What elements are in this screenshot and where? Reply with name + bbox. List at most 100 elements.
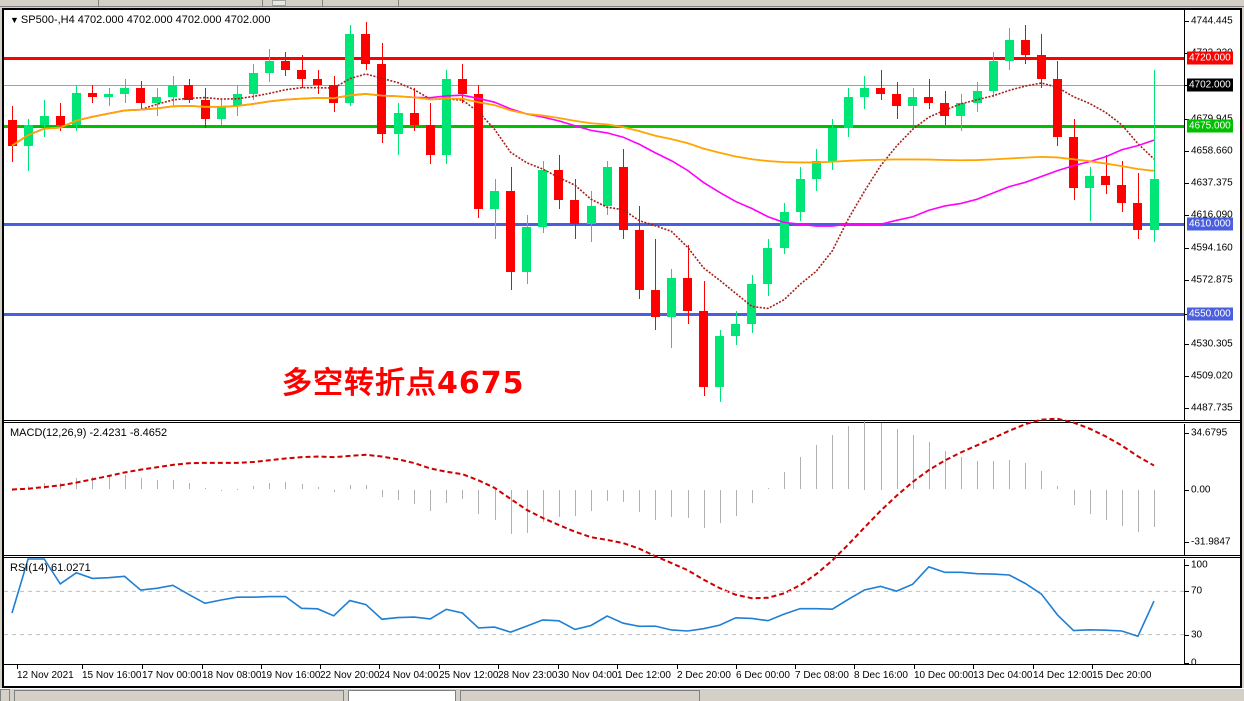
price-axis[interactable]: 4744.4454723.2304702.0004679.9454658.660… xyxy=(1184,10,1240,420)
candle-bullish[interactable] xyxy=(908,97,917,107)
collapse-arrow-icon[interactable]: ▼ xyxy=(10,15,19,25)
candle-bullish[interactable] xyxy=(490,190,499,209)
candle-bearish[interactable] xyxy=(8,120,17,146)
rsi-axis[interactable]: 100 70 30 0 xyxy=(1184,559,1240,669)
rsi-panel[interactable]: RSI(14) 61.0271 100 70 30 0 xyxy=(4,558,1240,669)
rsi-axis-tick xyxy=(1185,663,1189,664)
hline-4550[interactable] xyxy=(4,313,1184,317)
candle-bearish[interactable] xyxy=(554,169,563,200)
candle-bullish[interactable] xyxy=(104,94,113,98)
candle-bearish[interactable] xyxy=(184,85,193,101)
candle-bearish[interactable] xyxy=(1037,55,1046,80)
candle-bullish[interactable] xyxy=(120,88,129,95)
candle-bullish[interactable] xyxy=(249,73,258,95)
candle-bearish[interactable] xyxy=(458,79,467,95)
candle-bullish[interactable] xyxy=(860,88,869,98)
candle-bearish[interactable] xyxy=(329,85,338,104)
macd-histogram-bar xyxy=(1041,471,1042,490)
candle-bullish[interactable] xyxy=(442,79,451,155)
candle-bearish[interactable] xyxy=(924,97,933,104)
tabbar-scroll-left-button[interactable] xyxy=(0,689,10,701)
level-badge-4550[interactable]: 4550.000 xyxy=(1187,307,1233,321)
candle-bullish[interactable] xyxy=(233,94,242,107)
candle-bullish[interactable] xyxy=(40,115,49,125)
chart-tab[interactable] xyxy=(460,690,700,701)
candle-bearish[interactable] xyxy=(876,88,885,95)
candle-bullish[interactable] xyxy=(603,166,612,206)
candle-bearish[interactable] xyxy=(410,112,419,125)
candle-bullish[interactable] xyxy=(747,284,756,324)
candle-bullish[interactable] xyxy=(973,91,982,104)
candle-bearish[interactable] xyxy=(506,190,515,273)
candle-bearish[interactable] xyxy=(699,311,708,387)
candle-bullish[interactable] xyxy=(522,227,531,273)
candle-bearish[interactable] xyxy=(1069,136,1078,188)
candle-bearish[interactable] xyxy=(474,94,483,209)
candle-bullish[interactable] xyxy=(345,34,354,104)
candle-bullish[interactable] xyxy=(265,61,274,74)
candle-bearish[interactable] xyxy=(1053,79,1062,137)
candle-bearish[interactable] xyxy=(1133,202,1142,231)
level-badge-4610[interactable]: 4610.000 xyxy=(1187,217,1233,231)
candle-bearish[interactable] xyxy=(88,92,97,98)
hline-4675[interactable] xyxy=(4,125,1184,129)
candle-bearish[interactable] xyxy=(313,79,322,86)
candle-bullish[interactable] xyxy=(24,124,33,146)
level-badge-4720[interactable]: 4720.000 xyxy=(1187,51,1233,65)
candle-bullish[interactable] xyxy=(989,61,998,92)
level-badge-4675[interactable]: 4675.000 xyxy=(1187,119,1233,133)
candle-bearish[interactable] xyxy=(281,61,290,71)
candle-bullish[interactable] xyxy=(168,85,177,98)
candle-bearish[interactable] xyxy=(1021,40,1030,56)
chart-tabbar[interactable] xyxy=(0,688,1244,701)
candle-bearish[interactable] xyxy=(892,94,901,107)
candle-bullish[interactable] xyxy=(587,205,596,225)
chart-tab[interactable] xyxy=(14,690,344,701)
candle-bullish[interactable] xyxy=(1150,178,1159,231)
candle-bullish[interactable] xyxy=(152,97,161,104)
candle-bullish[interactable] xyxy=(956,103,965,116)
candle-bearish[interactable] xyxy=(940,103,949,116)
candle-bullish[interactable] xyxy=(667,278,676,318)
candle-bullish[interactable] xyxy=(217,106,226,119)
hline-4720[interactable] xyxy=(4,57,1184,61)
candle-bearish[interactable] xyxy=(683,278,692,312)
candle-bearish[interactable] xyxy=(426,124,435,155)
candle-bullish[interactable] xyxy=(72,92,81,125)
candle-bullish[interactable] xyxy=(812,160,821,179)
candle-bearish[interactable] xyxy=(56,115,65,125)
candle-bullish[interactable] xyxy=(715,335,724,387)
macd-histogram-bar xyxy=(205,488,206,490)
candle-bearish[interactable] xyxy=(361,34,370,65)
chart-tab-active[interactable] xyxy=(348,690,456,701)
toolbar-separator xyxy=(322,0,323,7)
candle-bullish[interactable] xyxy=(828,127,837,161)
candle-bearish[interactable] xyxy=(1101,175,1110,185)
candle-bearish[interactable] xyxy=(136,88,145,104)
candle-bearish[interactable] xyxy=(651,290,660,318)
candle-bearish[interactable] xyxy=(619,166,628,231)
candle-bullish[interactable] xyxy=(731,323,740,336)
candle-bullish[interactable] xyxy=(796,178,805,212)
macd-axis[interactable]: 34.6795 0.00 -31.9847 xyxy=(1184,424,1240,555)
candle-bullish[interactable] xyxy=(394,112,403,134)
candle-bullish[interactable] xyxy=(780,211,789,249)
time-axis-label: 7 Dec 08:00 xyxy=(795,670,849,681)
candle-bearish[interactable] xyxy=(297,70,306,80)
price-chart-panel[interactable]: ▼ SP500-,H4 4702.000 4702.000 4702.000 47… xyxy=(4,10,1240,420)
candle-bearish[interactable] xyxy=(1117,184,1126,203)
candle-bearish[interactable] xyxy=(377,64,386,134)
candle-bearish[interactable] xyxy=(570,199,579,225)
candle-bullish[interactable] xyxy=(1005,40,1014,62)
macd-panel[interactable]: MACD(12,26,9) -2.4231 -8.4652 34.6795 0.0… xyxy=(4,417,1240,600)
candle-bullish[interactable] xyxy=(1085,175,1094,188)
candle-bearish[interactable] xyxy=(201,100,210,119)
candle-bullish[interactable] xyxy=(538,169,547,228)
hline-current-price[interactable] xyxy=(4,85,1184,87)
candle-bullish[interactable] xyxy=(763,248,772,285)
candle-bearish[interactable] xyxy=(635,230,644,291)
current-price-badge[interactable]: 4702.000 xyxy=(1187,78,1233,92)
time-axis[interactable]: 12 Nov 2021 15 Nov 16:00 17 Nov 00:00 18 No… xyxy=(4,664,1240,686)
toolbar-button[interactable] xyxy=(272,0,286,6)
candle-bullish[interactable] xyxy=(844,97,853,128)
